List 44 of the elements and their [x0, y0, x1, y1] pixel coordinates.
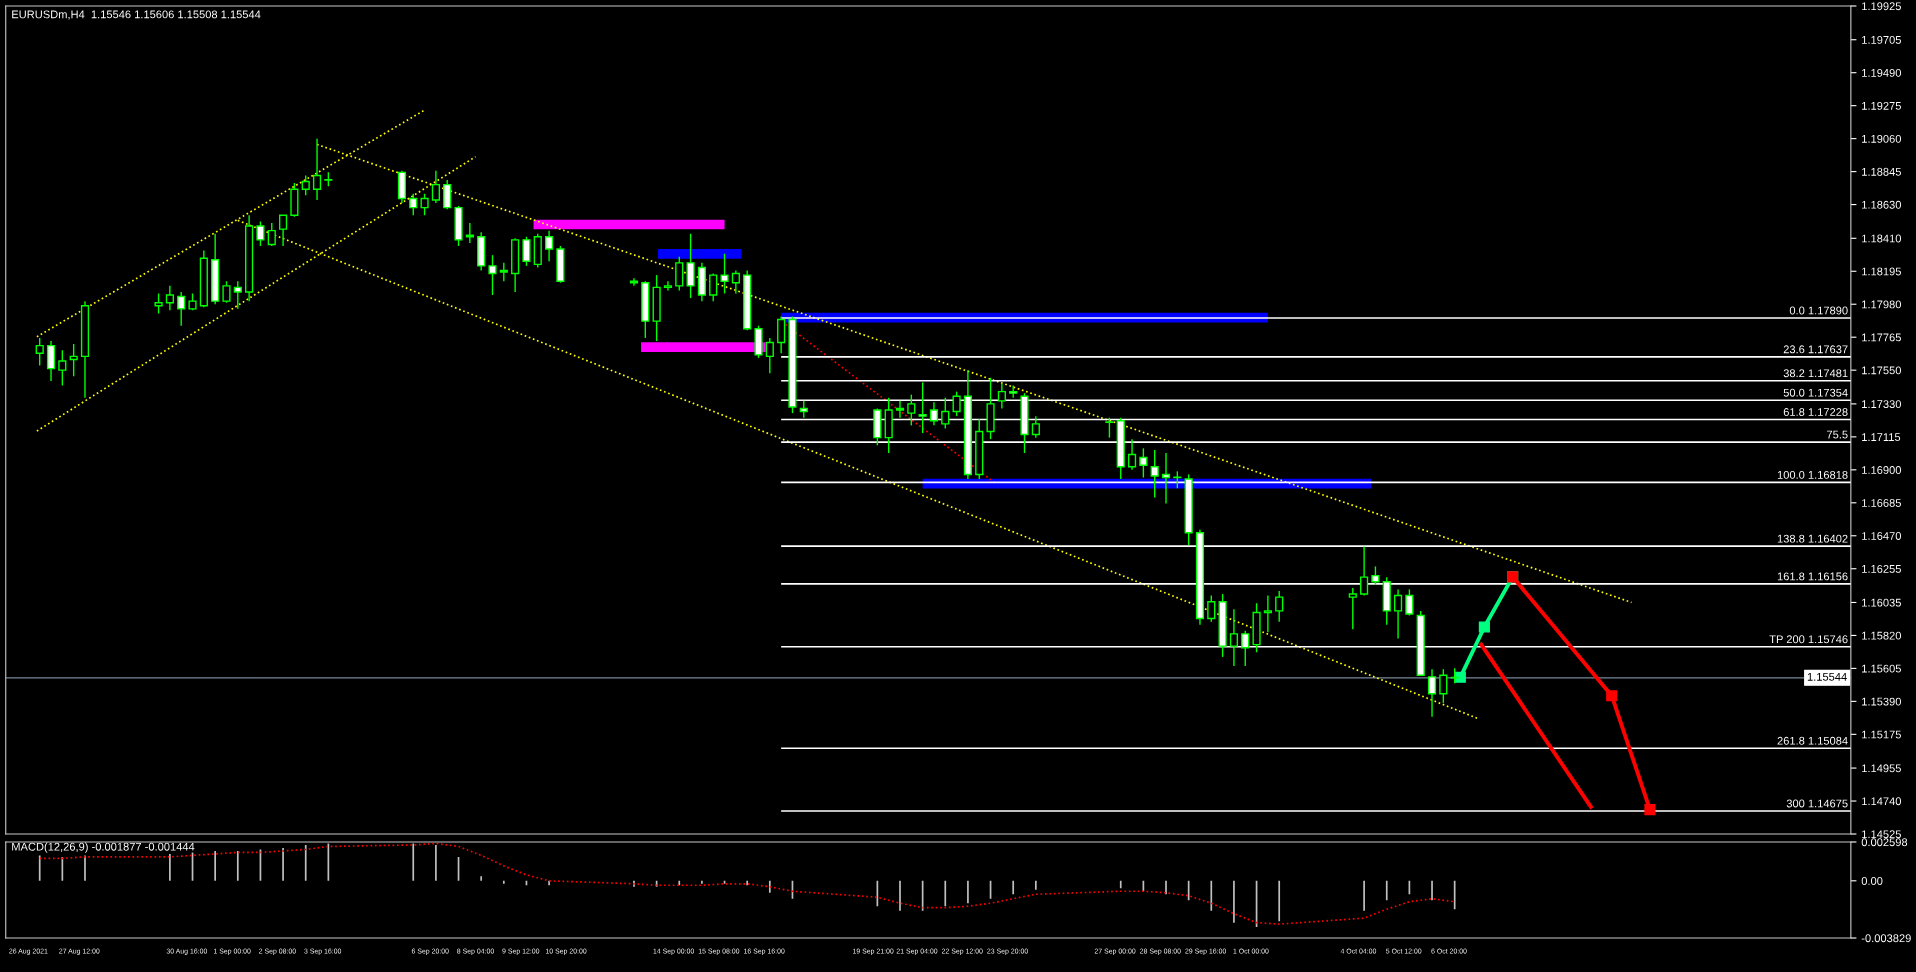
y-tick-label: 1.17765: [1862, 333, 1901, 342]
y-tick-label: 1.16255: [1862, 565, 1901, 573]
y-tick-label: 1.18845: [1862, 167, 1901, 176]
y-tick-label: 1.19925: [1862, 2, 1901, 11]
y-tick-label: 1.16470: [1862, 532, 1901, 540]
y-tick-label: 1.19705: [1862, 36, 1901, 44]
legend-label: 100.0 1.16818: [1777, 470, 1848, 479]
series-label: 75.5: [1827, 430, 1848, 439]
series-label: 50.0 1.17354: [1783, 388, 1848, 397]
legend-label: 161.8 1.16156: [1777, 572, 1848, 581]
y-tick-label: 1.15390: [1862, 697, 1901, 706]
y-tick-label: 1.18410: [1862, 234, 1901, 243]
chart-title: MACD(12,26,9) -0.001877 -0.001444: [12, 842, 195, 853]
y-tick-label: 1.18630: [1862, 200, 1901, 209]
y-tick-label: 1.16035: [1862, 598, 1901, 607]
y-tick-label: 1.19275: [1862, 101, 1901, 110]
y-tick-label: 1.19490: [1862, 68, 1901, 77]
y-tick-label: 1.17115: [1862, 433, 1901, 441]
y-tick-label: 1.15605: [1862, 664, 1901, 673]
y-tick-label: 1.16900: [1862, 466, 1901, 474]
y-tick-label: 0.002598: [1861, 838, 1908, 847]
y-tick-label: -0.003829: [1861, 934, 1911, 943]
y-tick-label: 1.17980: [1862, 300, 1901, 309]
legend-label: 138.8 1.16402: [1777, 534, 1848, 543]
y-tick-label: 1.17550: [1862, 366, 1901, 375]
y-tick-label: 1.15175: [1862, 730, 1901, 739]
y-tick-label: 1.14525: [1862, 830, 1901, 839]
legend-label: TP 200 1.15746: [1769, 635, 1848, 644]
legend-label: 300 1.14675: [1786, 799, 1848, 808]
y-tick-label: 1.17330: [1862, 400, 1901, 409]
y-tick-label: 0.00: [1861, 877, 1883, 885]
legend-label: 0.0 1.17890: [1789, 306, 1848, 315]
y-tick-label: 1.14740: [1862, 797, 1901, 806]
y-tick-label: 1.16685: [1862, 499, 1901, 507]
y-tick-label: 1.19060: [1862, 134, 1901, 143]
y-tick-label: 1.14955: [1862, 764, 1901, 773]
legend-label: 38.2 1.17481: [1783, 369, 1848, 378]
chart-title: EURUSDm,H4 1.15546 1.15606 1.15508 1.15544: [12, 10, 261, 20]
legend-label: 261.8 1.15084: [1777, 736, 1848, 745]
y-tick-label: 1.15820: [1862, 631, 1901, 640]
y-tick-label: 1.18195: [1862, 267, 1901, 276]
legend-label: 23.6 1.17637: [1783, 345, 1848, 354]
legend-label: 61.8 1.17228: [1783, 408, 1848, 416]
ref-line-label: 1.15544: [1807, 672, 1847, 681]
